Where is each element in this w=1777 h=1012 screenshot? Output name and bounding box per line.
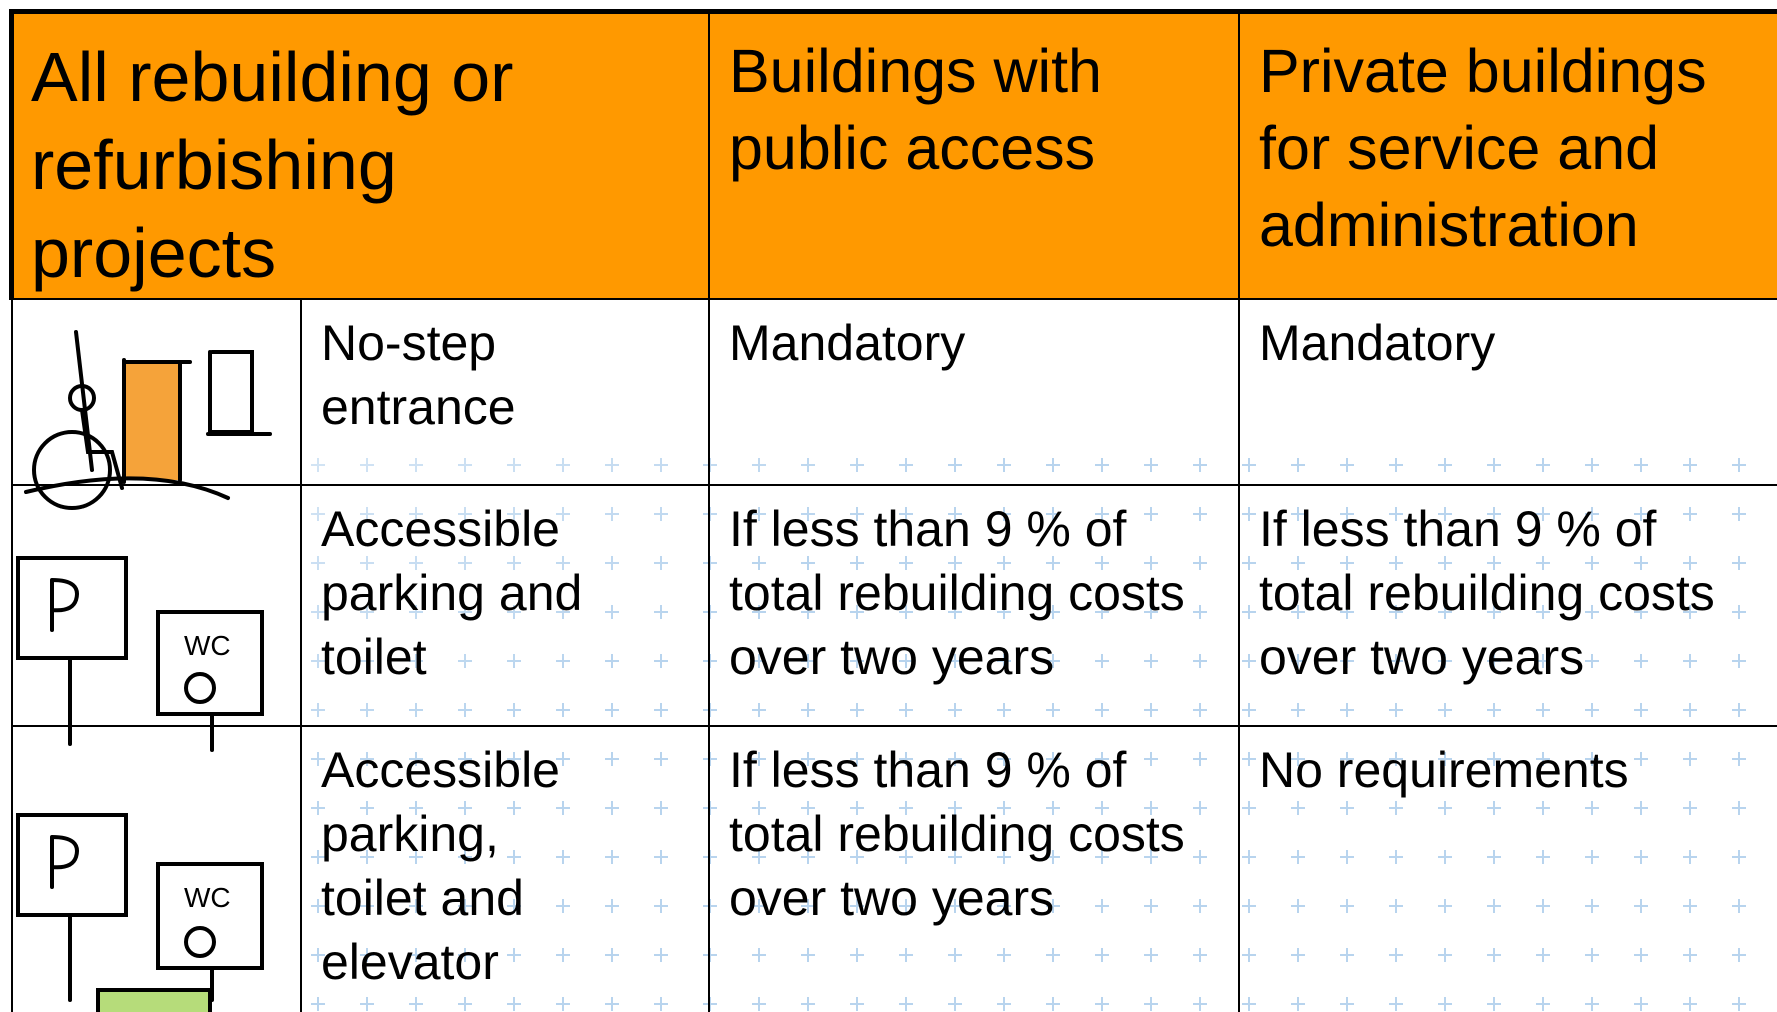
- value-cell: Mandatory: [709, 299, 1239, 485]
- row-label: Accessible parking and toilet: [321, 501, 583, 685]
- border: [9, 9, 14, 300]
- header-text: Buildings with public access: [729, 37, 1102, 182]
- header-cell: All rebuilding or refurbishing projects: [11, 11, 709, 299]
- label-cell: Accessible parking, toilet and elevator: [301, 726, 709, 1012]
- border: [11, 298, 1777, 300]
- border: [300, 299, 302, 1012]
- cell-text: If less than 9 % of total rebuilding cos…: [729, 742, 1185, 926]
- border: [11, 725, 1777, 727]
- wheelchair-entrance-icon: [24, 330, 272, 510]
- value-cell: If less than 9 % of total rebuilding cos…: [709, 726, 1239, 1012]
- cell-text: Mandatory: [729, 315, 966, 371]
- border: [11, 299, 13, 1012]
- header-cell: Buildings with public access: [709, 11, 1239, 299]
- row-label: Accessible parking, toilet and elevator: [321, 742, 560, 990]
- parking-toilet-icon: WC: [16, 556, 264, 752]
- cell-text: Mandatory: [1259, 315, 1496, 371]
- svg-text:WC: WC: [184, 882, 231, 913]
- svg-text:WC: WC: [184, 630, 231, 661]
- cell-text: If less than 9 % of total rebuilding cos…: [729, 501, 1185, 685]
- border: [11, 9, 1777, 14]
- value-cell: Mandatory: [1239, 299, 1777, 485]
- value-cell: No requirements: [1239, 726, 1777, 1012]
- header-text: All rebuilding or refurbishing projects: [31, 38, 514, 292]
- parking-toilet-elevator-icon: WC: [16, 813, 264, 1012]
- header-text: Private buildings for service and admini…: [1259, 37, 1707, 259]
- border: [708, 11, 710, 1012]
- cell-text: If less than 9 % of total rebuilding cos…: [1259, 501, 1715, 685]
- value-cell: If less than 9 % of total rebuilding cos…: [1239, 485, 1777, 726]
- label-cell: Accessible parking and toilet: [301, 485, 709, 726]
- cell-text: No requirements: [1259, 742, 1629, 798]
- border: [1238, 11, 1240, 1012]
- row-label: No-step entrance: [321, 315, 516, 435]
- border: [11, 484, 1777, 486]
- value-cell: If less than 9 % of total rebuilding cos…: [709, 485, 1239, 726]
- label-cell: No-step entrance: [301, 299, 709, 485]
- header-cell: Private buildings for service and admini…: [1239, 11, 1777, 299]
